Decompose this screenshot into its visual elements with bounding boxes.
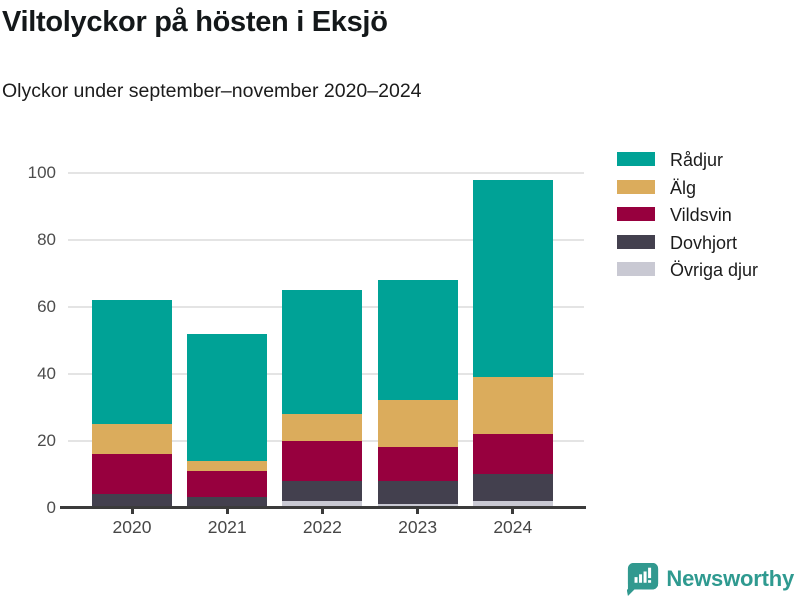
bar-segment-2021-vildsvin	[187, 470, 268, 498]
bar-segment-2023-älg	[377, 400, 458, 448]
bar-segment-2020-älg	[92, 423, 172, 454]
legend-label: Övriga djur	[670, 260, 759, 281]
legend-item-vildsvin: Vildsvin	[617, 205, 799, 233]
gridline-y100	[68, 172, 584, 174]
x-axis-tick	[320, 509, 324, 514]
bar-segment-2022-övriga-djur	[282, 500, 363, 508]
legend-swatch	[617, 207, 655, 222]
legend-label: Dovhjort	[670, 232, 738, 253]
bar-segment-2020-rådjur	[92, 300, 172, 424]
bar-segment-2024-övriga-djur	[472, 500, 553, 508]
gridline-y80	[68, 238, 584, 241]
y-tick-label: 60	[37, 296, 56, 316]
x-tick-label: 2023	[398, 517, 438, 537]
brand-footer: Newsworthy	[627, 562, 794, 596]
bar-segment-2022-rådjur	[282, 290, 363, 414]
x-axis-tick	[225, 509, 229, 514]
legend-swatch	[617, 152, 655, 166]
bar-segment-2021-dovhjort	[187, 497, 268, 508]
x-tick-label: 2024	[493, 517, 533, 537]
x-axis-line	[60, 506, 586, 509]
legend: Rådjur Älg Vildsvin Dovhjort Övriga djur	[617, 150, 799, 288]
chart-title: Viltolyckor på hösten i Eksjö	[2, 6, 388, 38]
x-tick-label: 2022	[302, 517, 342, 537]
bar-segment-2024-vildsvin	[472, 433, 553, 475]
newsworthy-logo-icon	[627, 563, 659, 596]
y-tick-label: 80	[37, 229, 56, 249]
legend-swatch	[617, 262, 655, 277]
x-axis-tick	[416, 509, 420, 514]
legend-item-rådjur: Rådjur	[617, 150, 799, 178]
x-tick-label: 2021	[207, 517, 247, 537]
bar-segment-2024-dovhjort	[472, 474, 553, 501]
bar-segment-2022-älg	[282, 413, 363, 441]
y-tick-label: 0	[46, 497, 56, 517]
legend-swatch	[617, 234, 655, 249]
bar-segment-2023-övriga-djur	[377, 504, 458, 508]
bar-segment-2022-dovhjort	[282, 480, 363, 501]
legend-swatch	[617, 179, 655, 194]
bar-segment-2024-älg	[472, 377, 553, 434]
y-tick-label: 100	[27, 163, 56, 182]
bar-segment-2021-rådjur	[187, 333, 268, 461]
y-tick-label: 20	[37, 430, 56, 450]
bar-segment-2024-rådjur	[472, 179, 553, 378]
legend-item-övriga-djur: Övriga djur	[617, 260, 799, 288]
bar-segment-2021-älg	[187, 460, 268, 471]
legend-item-älg: Älg	[617, 178, 799, 206]
x-axis-tick	[511, 509, 515, 514]
legend-item-dovhjort: Dovhjort	[617, 233, 799, 261]
chart-subtitle: Olyckor under september–november 2020–20…	[2, 80, 422, 102]
x-axis-tick	[130, 509, 134, 514]
bar-segment-2023-dovhjort	[377, 480, 458, 505]
legend-label: Vildsvin	[670, 205, 732, 226]
bar-segment-2023-vildsvin	[377, 447, 458, 481]
brand-name: Newsworthy	[666, 566, 794, 591]
bar-segment-2020-vildsvin	[92, 453, 172, 495]
bar-segment-2022-vildsvin	[282, 440, 363, 481]
x-tick-label: 2020	[112, 517, 152, 537]
bar-segment-2023-rådjur	[377, 280, 458, 401]
legend-label: Älg	[670, 177, 697, 198]
bar-segment-2020-dovhjort	[92, 494, 172, 508]
y-tick-label: 40	[37, 363, 56, 383]
legend-label: Rådjur	[670, 150, 724, 170]
